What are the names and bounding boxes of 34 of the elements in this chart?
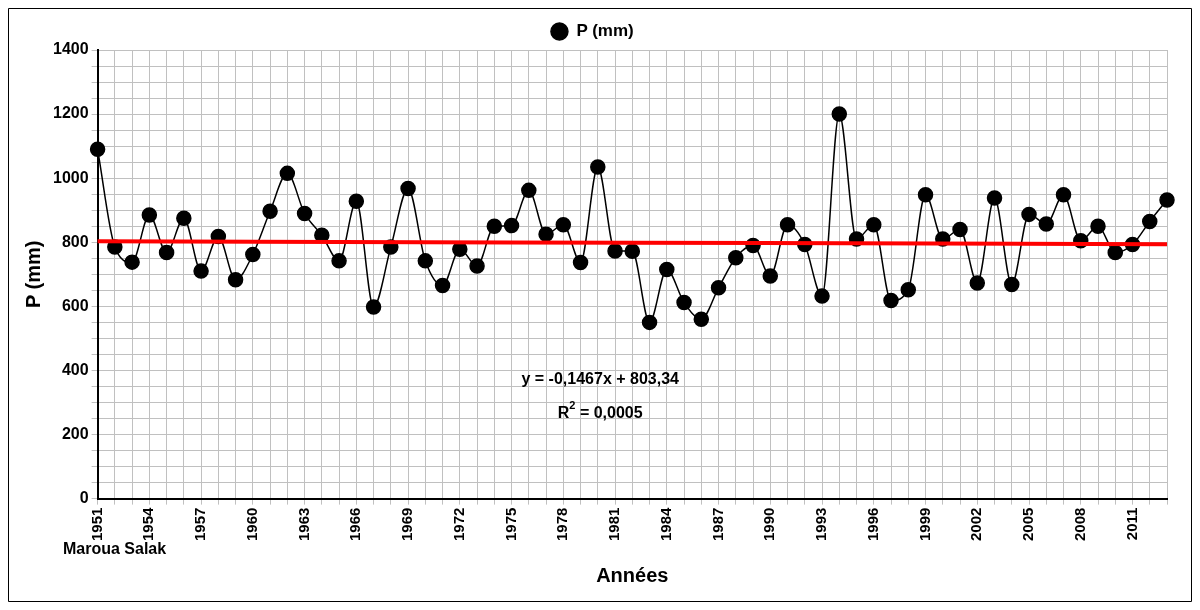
x-tick-label: 1960 <box>242 507 260 542</box>
x-tick-label: 2008 <box>1070 507 1088 542</box>
x-tick-label: 1951 <box>87 507 105 542</box>
x-tick-label: 1966 <box>346 507 364 542</box>
y-tick-label: 1200 <box>53 104 89 122</box>
x-tick-label: 1990 <box>760 507 778 542</box>
x-tick-label: 1984 <box>656 506 674 542</box>
y-axis-title: P (mm) <box>21 240 44 309</box>
x-axis-title: Années <box>596 563 669 586</box>
y-tick-label: 200 <box>61 424 89 442</box>
x-tick-label: 1975 <box>501 507 519 542</box>
x-tick-label: 1954 <box>139 506 157 542</box>
x-tick-label: 2005 <box>1019 507 1037 542</box>
x-tick-label: 2011 <box>1122 507 1140 541</box>
x-tick-label: 2002 <box>967 507 985 542</box>
y-tick-label: 0 <box>79 489 89 507</box>
x-tick-label: 1999 <box>915 507 933 542</box>
y-tick-label: 600 <box>61 296 89 314</box>
x-tick-label: 1993 <box>812 507 830 542</box>
x-tick-label: 1987 <box>708 507 726 542</box>
annotation: y = -0,1467x + 803,34 <box>521 370 680 388</box>
x-tick-label: 1981 <box>605 507 623 542</box>
y-tick-label: 1400 <box>53 40 89 58</box>
x-tick-label: 1996 <box>863 507 881 542</box>
x-tick-label: 1969 <box>398 507 416 542</box>
y-tick-label: 400 <box>61 360 89 378</box>
legend-label: P (mm) <box>576 21 634 41</box>
y-tick-label: 1000 <box>53 168 89 186</box>
y-tick-label: 800 <box>61 232 89 250</box>
text: Maroua Salak <box>63 540 167 558</box>
x-tick-label: 1963 <box>294 507 312 542</box>
x-tick-label: 1978 <box>553 507 571 542</box>
x-tick-label: 1972 <box>449 507 467 542</box>
x-tick-label: 1957 <box>191 507 209 542</box>
